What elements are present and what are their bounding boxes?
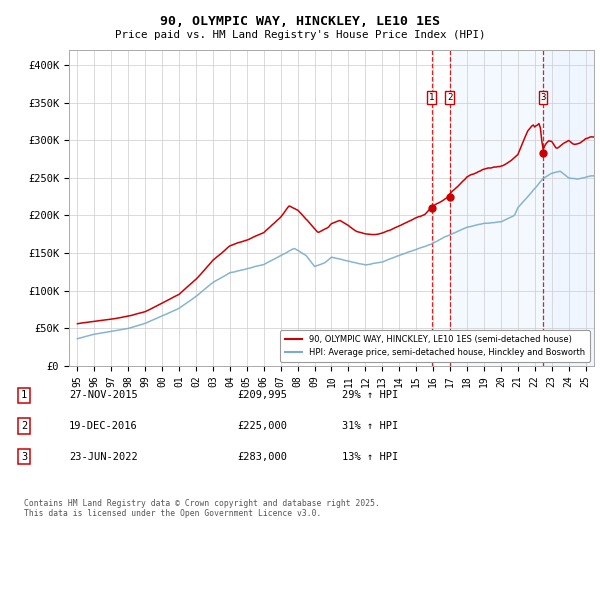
Text: Contains HM Land Registry data © Crown copyright and database right 2025.
This d: Contains HM Land Registry data © Crown c…: [24, 499, 380, 518]
Text: 13% ↑ HPI: 13% ↑ HPI: [342, 452, 398, 461]
Text: 2: 2: [21, 421, 27, 431]
Text: 19-DEC-2016: 19-DEC-2016: [69, 421, 138, 431]
Text: 90, OLYMPIC WAY, HINCKLEY, LE10 1ES: 90, OLYMPIC WAY, HINCKLEY, LE10 1ES: [160, 15, 440, 28]
Text: £209,995: £209,995: [237, 391, 287, 400]
Bar: [543, 50, 594, 366]
Text: Price paid vs. HM Land Registry's House Price Index (HPI): Price paid vs. HM Land Registry's House …: [115, 30, 485, 40]
Legend: 90, OLYMPIC WAY, HINCKLEY, LE10 1ES (semi-detached house), HPI: Average price, s: 90, OLYMPIC WAY, HINCKLEY, LE10 1ES (sem…: [280, 330, 590, 362]
Text: 23-JUN-2022: 23-JUN-2022: [69, 452, 138, 461]
Text: 1: 1: [429, 93, 434, 102]
Bar: [449, 50, 594, 366]
Text: £283,000: £283,000: [237, 452, 287, 461]
Text: 29% ↑ HPI: 29% ↑ HPI: [342, 391, 398, 400]
Text: 27-NOV-2015: 27-NOV-2015: [69, 391, 138, 400]
Text: £225,000: £225,000: [237, 421, 287, 431]
Text: 3: 3: [21, 452, 27, 461]
Text: 3: 3: [540, 93, 545, 102]
Text: 31% ↑ HPI: 31% ↑ HPI: [342, 421, 398, 431]
Text: 1: 1: [21, 391, 27, 400]
Text: 2: 2: [447, 93, 452, 102]
